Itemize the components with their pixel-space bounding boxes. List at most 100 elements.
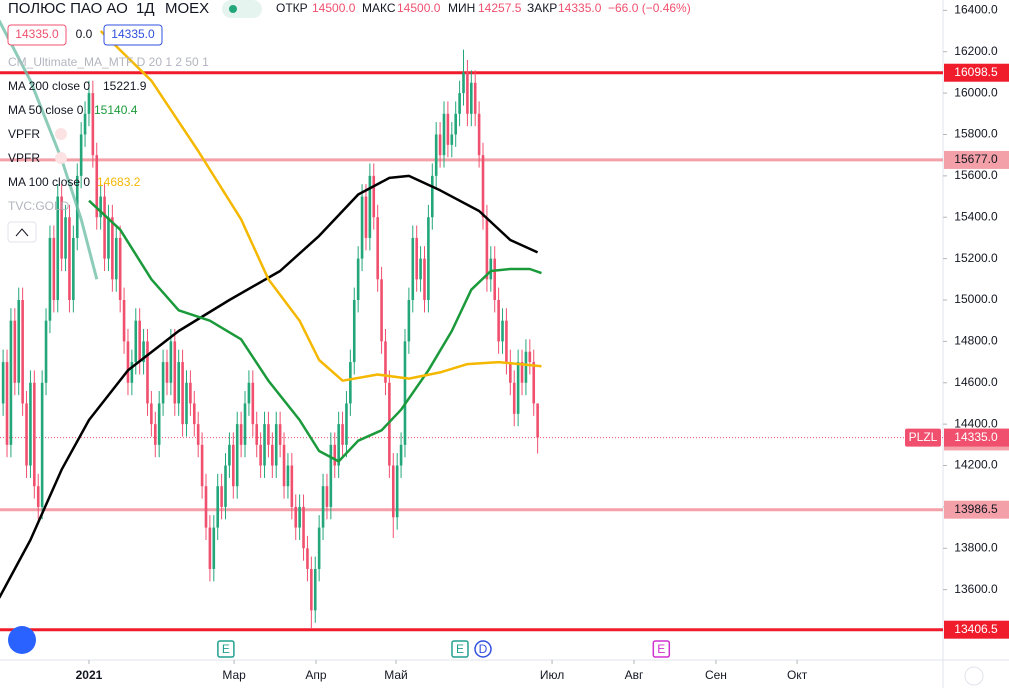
candle-body [263, 424, 266, 466]
candle-body [349, 362, 352, 404]
x-tick-label: Май [384, 668, 408, 682]
y-tick-label: 14200.0 [954, 458, 998, 472]
event-label: E [222, 642, 230, 656]
candle-body [364, 196, 368, 238]
event-marker[interactable] [474, 640, 492, 658]
candle-body [384, 341, 387, 383]
event-marker[interactable] [217, 640, 235, 658]
x-tick-label: Мар [222, 668, 246, 682]
candle-body [509, 362, 512, 383]
candle-body [1, 362, 5, 404]
ohlc-label: МАКС [362, 1, 396, 15]
indicator-name[interactable]: VPFR [8, 127, 40, 141]
indicator-value: 15140.4 [94, 103, 138, 117]
candle-body [169, 341, 173, 383]
tv-logo[interactable] [8, 626, 36, 654]
candle-body [224, 465, 227, 507]
candle-body [466, 72, 469, 114]
candle-body [212, 527, 216, 569]
candle-body [333, 444, 337, 466]
candle-body [259, 444, 262, 466]
y-tick-label: 16200.0 [954, 44, 998, 58]
ask-badge[interactable] [103, 24, 163, 46]
exchange: MOEX [165, 0, 209, 17]
candle-body [411, 237, 415, 300]
candle-body [146, 341, 149, 404]
indicator-name[interactable]: MA 200 close 0 [8, 79, 90, 93]
candle-body [419, 258, 422, 280]
candle-body [153, 424, 157, 445]
indicator-name[interactable]: CM_Ultimate_MA_MTF D 20 1 2 50 1 [8, 55, 209, 69]
candle-body [17, 300, 21, 383]
candle-body [243, 403, 247, 445]
bid-badge[interactable] [7, 24, 67, 46]
candle-body [473, 82, 477, 114]
y-tick-label: 15200.0 [954, 251, 998, 265]
candle-body [72, 237, 75, 300]
auto-scale-button[interactable] [964, 666, 984, 686]
status-dot [229, 5, 237, 13]
candle-body [165, 362, 169, 383]
candle-body [9, 320, 13, 445]
candle-body [516, 362, 520, 414]
candle-body [341, 424, 344, 445]
indicator-value: 15221.9 [103, 79, 147, 93]
candle-body [489, 258, 493, 280]
candle-body [134, 320, 138, 363]
candle-body [91, 93, 95, 156]
candle-body [111, 217, 114, 280]
candle-body [56, 196, 60, 300]
candle-body [208, 527, 212, 569]
candle-body [157, 403, 161, 445]
indicator-name[interactable]: TVC:GOLD [8, 199, 70, 213]
warning-icon[interactable] [55, 128, 67, 140]
candle-body [512, 382, 516, 414]
candle-body [278, 424, 282, 445]
symbol-label-bg [905, 428, 941, 447]
indicator-name[interactable]: MA 50 close 0 [8, 103, 84, 117]
candle-body [239, 424, 243, 445]
x-tick-label: Апр [305, 668, 327, 682]
warning-icon[interactable] [55, 152, 67, 164]
ohlc-label: МИН [448, 1, 475, 15]
level-label: 13986.5 [954, 502, 998, 516]
candle-body [25, 403, 28, 466]
candle-body [5, 362, 9, 445]
candle-body [286, 465, 290, 487]
candle-body [196, 424, 200, 445]
candle-body [235, 424, 239, 487]
candle-body [325, 486, 329, 507]
market-status[interactable] [222, 0, 262, 18]
y-tick-label: 14400.0 [954, 416, 998, 430]
candle-body [391, 465, 395, 518]
event-label: E [657, 642, 665, 656]
candle-body [142, 341, 145, 363]
event-marker[interactable] [451, 640, 469, 658]
indicator-name[interactable]: VPFR [8, 151, 40, 165]
collapse-button[interactable] [7, 221, 37, 243]
candle-body [204, 486, 208, 528]
candle-body [532, 362, 536, 404]
candle-body [177, 362, 180, 404]
candle-body [282, 444, 286, 487]
price-label-bg [944, 428, 1009, 447]
candle-body [388, 382, 391, 466]
level-label: 15677.0 [954, 152, 998, 166]
candle-body [48, 237, 52, 321]
candle-body [114, 237, 118, 280]
candle-body [189, 382, 192, 404]
x-tick-label: 2021 [76, 668, 103, 682]
candle-body [173, 341, 177, 404]
candle-body [360, 196, 364, 259]
x-tick-label: Окт [787, 668, 808, 682]
candle-body [21, 300, 24, 404]
candle-body [122, 300, 126, 342]
ma-line [88, 199, 542, 463]
indicator-name[interactable]: MA 100 close 0 [8, 175, 90, 189]
candle-body [130, 362, 134, 383]
ohlc-label: ОТКР [276, 1, 308, 15]
event-marker[interactable] [652, 640, 671, 658]
candle-body [458, 93, 461, 114]
candle-body [298, 506, 301, 528]
